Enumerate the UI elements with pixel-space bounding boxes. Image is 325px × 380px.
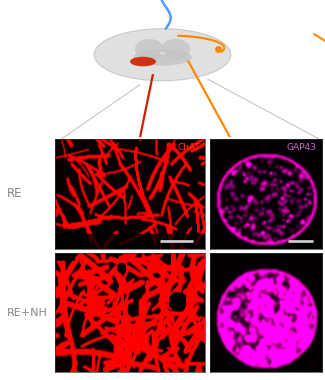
Text: RE: RE (6, 187, 22, 200)
Ellipse shape (159, 51, 166, 56)
Text: GAP43: GAP43 (286, 143, 316, 152)
Ellipse shape (130, 57, 156, 66)
Text: RE+NH: RE+NH (6, 307, 47, 318)
Ellipse shape (94, 29, 231, 81)
Text: ChAT: ChAT (177, 143, 200, 152)
Ellipse shape (161, 39, 190, 60)
Ellipse shape (133, 49, 192, 66)
Ellipse shape (135, 39, 164, 60)
